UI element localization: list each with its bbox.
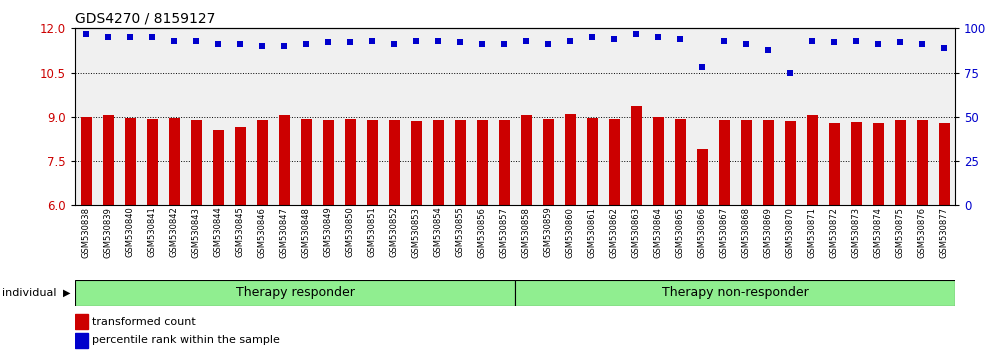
Text: ▶: ▶ bbox=[63, 288, 70, 298]
Point bbox=[892, 40, 908, 45]
Bar bbox=[411, 121, 422, 205]
Bar bbox=[300, 119, 312, 205]
Point bbox=[78, 31, 94, 36]
Point bbox=[936, 45, 952, 51]
Point bbox=[562, 38, 578, 44]
Bar bbox=[477, 120, 488, 205]
Bar bbox=[146, 119, 158, 205]
Point bbox=[914, 41, 930, 47]
Point bbox=[628, 31, 644, 36]
Point bbox=[848, 38, 864, 44]
Point bbox=[804, 38, 820, 44]
Bar bbox=[75, 314, 88, 329]
Bar bbox=[212, 130, 224, 205]
Bar bbox=[564, 114, 576, 205]
Text: GDS4270 / 8159127: GDS4270 / 8159127 bbox=[75, 12, 215, 26]
Bar bbox=[850, 122, 862, 205]
Bar bbox=[190, 120, 202, 205]
Point bbox=[100, 34, 116, 40]
Point bbox=[276, 43, 292, 49]
Point bbox=[518, 38, 534, 44]
Bar bbox=[124, 118, 136, 205]
Bar bbox=[520, 115, 532, 205]
Point bbox=[342, 40, 358, 45]
Point bbox=[760, 47, 776, 52]
Point bbox=[584, 34, 600, 40]
Bar bbox=[895, 120, 906, 205]
Point bbox=[408, 38, 424, 44]
Bar bbox=[278, 115, 290, 205]
Bar bbox=[498, 120, 510, 205]
Bar bbox=[388, 120, 400, 205]
Point bbox=[298, 41, 314, 47]
Point bbox=[452, 40, 468, 45]
Bar bbox=[234, 127, 246, 205]
Point bbox=[474, 41, 490, 47]
Bar bbox=[784, 121, 796, 205]
Point bbox=[650, 34, 666, 40]
Bar bbox=[938, 123, 950, 205]
Bar bbox=[696, 149, 708, 205]
Point bbox=[738, 41, 754, 47]
Point bbox=[386, 41, 402, 47]
Point bbox=[320, 40, 336, 45]
Text: percentile rank within the sample: percentile rank within the sample bbox=[92, 335, 280, 346]
Bar bbox=[652, 117, 664, 205]
Bar bbox=[763, 120, 774, 205]
Bar bbox=[674, 119, 686, 205]
Point bbox=[870, 41, 886, 47]
Bar bbox=[828, 123, 840, 205]
Point bbox=[232, 41, 248, 47]
Point bbox=[122, 34, 138, 40]
Point bbox=[672, 36, 688, 42]
Bar bbox=[344, 119, 356, 205]
Bar bbox=[515, 280, 955, 306]
Point bbox=[364, 38, 380, 44]
Text: Therapy responder: Therapy responder bbox=[236, 286, 354, 299]
Bar bbox=[542, 119, 554, 205]
Bar bbox=[608, 119, 620, 205]
Bar bbox=[872, 123, 884, 205]
Bar bbox=[586, 118, 598, 205]
Bar bbox=[80, 117, 92, 205]
Point bbox=[782, 70, 798, 75]
Bar bbox=[75, 280, 515, 306]
Bar bbox=[740, 120, 752, 205]
Point bbox=[430, 38, 446, 44]
Point bbox=[144, 34, 160, 40]
Bar bbox=[432, 120, 444, 205]
Point bbox=[210, 41, 226, 47]
Bar bbox=[718, 120, 730, 205]
Text: Therapy non-responder: Therapy non-responder bbox=[662, 286, 808, 299]
Text: individual: individual bbox=[2, 288, 56, 298]
Point bbox=[496, 41, 512, 47]
Bar bbox=[75, 333, 88, 348]
Bar bbox=[454, 120, 466, 205]
Bar bbox=[366, 120, 378, 205]
Point bbox=[254, 43, 270, 49]
Point bbox=[166, 38, 182, 44]
Bar bbox=[103, 115, 114, 205]
Point bbox=[826, 40, 842, 45]
Text: transformed count: transformed count bbox=[92, 316, 196, 327]
Point bbox=[540, 41, 556, 47]
Bar bbox=[806, 115, 818, 205]
Bar bbox=[256, 120, 268, 205]
Point bbox=[188, 38, 204, 44]
Bar bbox=[631, 107, 642, 205]
Bar bbox=[322, 120, 334, 205]
Bar bbox=[168, 118, 180, 205]
Point bbox=[694, 64, 710, 70]
Point bbox=[716, 38, 732, 44]
Bar bbox=[916, 120, 928, 205]
Point bbox=[606, 36, 622, 42]
